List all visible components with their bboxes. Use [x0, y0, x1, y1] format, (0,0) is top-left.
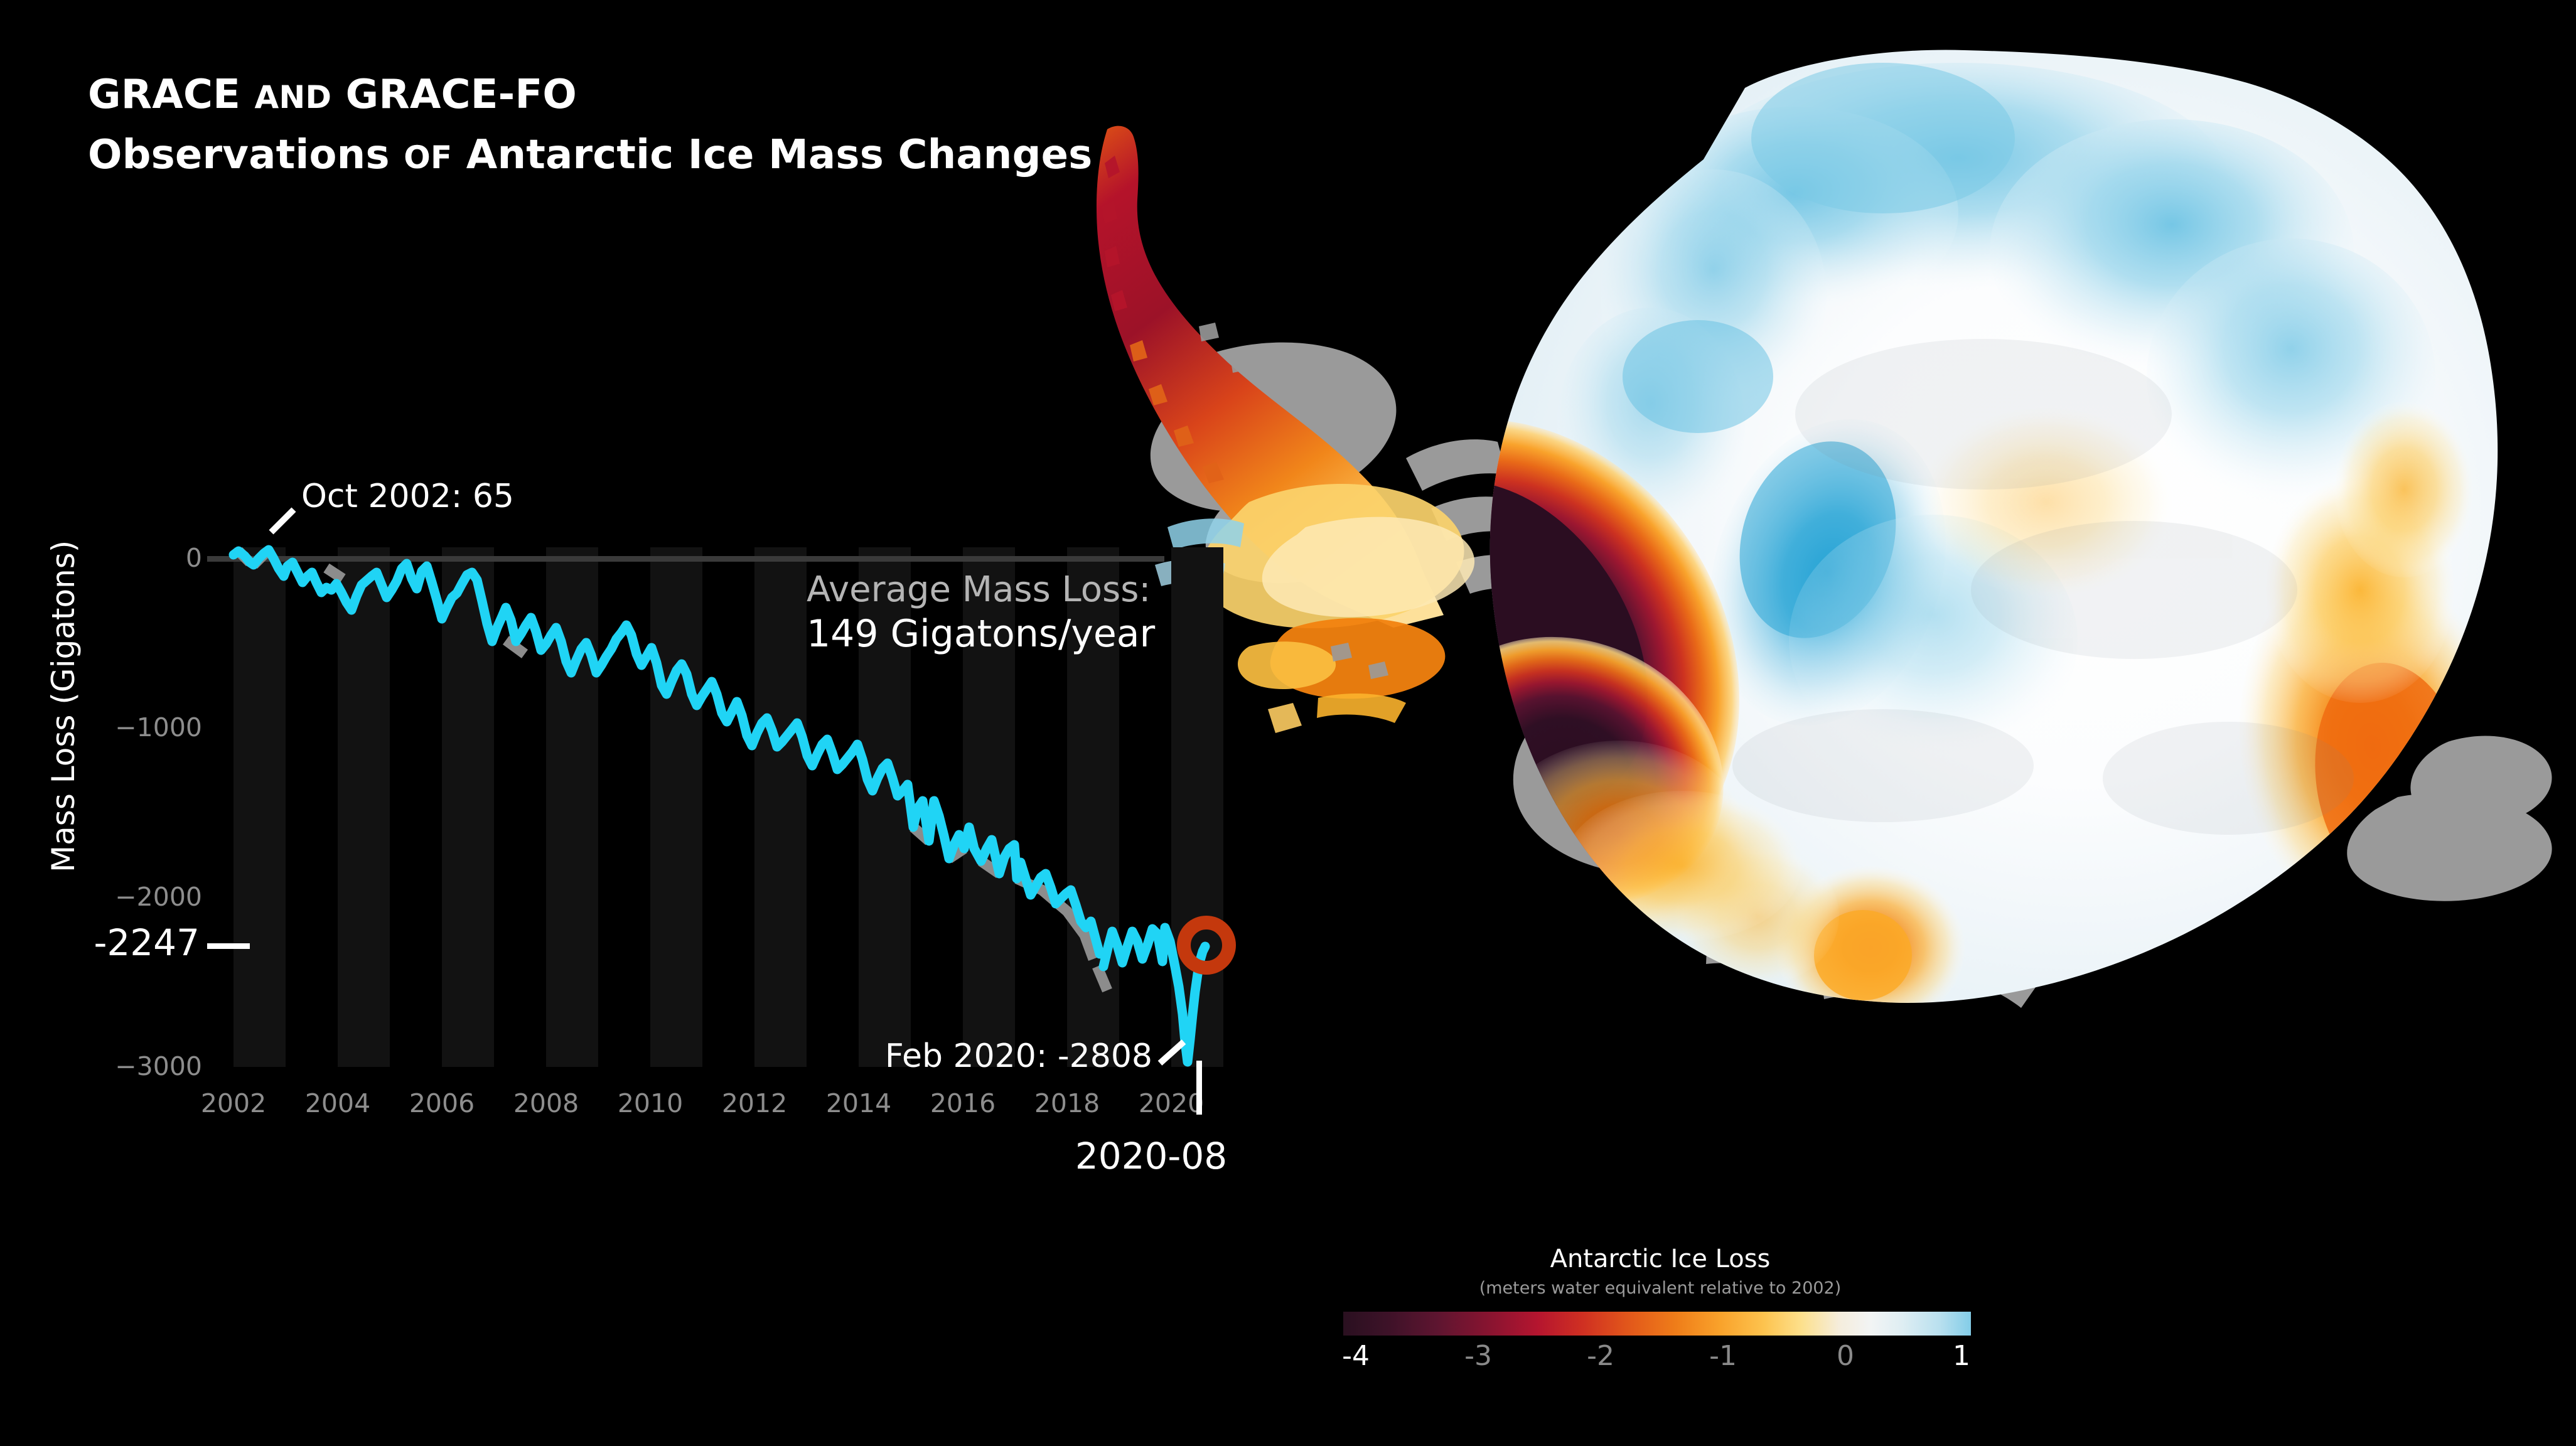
year-bands	[233, 547, 1223, 1067]
page-title-line-2: Observations OF Antarctic Ice Mass Chang…	[88, 131, 1092, 182]
xtick-2014: 2014	[826, 1088, 891, 1118]
minimum-point-annotation: Feb 2020: -2808	[885, 1037, 1186, 1075]
title-of: OF	[404, 139, 453, 176]
ice-sheet-body	[1489, 50, 2498, 1003]
xtick-2008: 2008	[513, 1088, 579, 1118]
ytick-0: 0	[186, 543, 202, 573]
legend-tick-1: 1	[1953, 1340, 1970, 1372]
current-date-tick	[1196, 1061, 1202, 1115]
title-grace: GRACE	[88, 72, 255, 118]
average-mass-loss-value: 149 Gigatons/year	[807, 612, 1156, 656]
title-and: AND	[254, 79, 332, 115]
zero-reference-line	[207, 556, 1164, 562]
average-mass-loss-callout: Average Mass Loss: 149 Gigatons/year	[807, 569, 1156, 656]
xtick-2018: 2018	[1034, 1088, 1100, 1118]
xtick-2004: 2004	[305, 1088, 370, 1118]
legend-tick-0: 0	[1837, 1340, 1854, 1372]
x-axis-tick-labels: 2002 2004 2006 2008 2010 2012 2014 2016 …	[201, 1088, 1204, 1118]
xtick-2010: 2010	[618, 1088, 683, 1118]
legend-tick--2: -2	[1587, 1340, 1614, 1372]
xtick-2002: 2002	[201, 1088, 266, 1118]
legend-tick--4: -4	[1342, 1340, 1370, 1372]
legend-tick-labels: -4 -3 -2 -1 0 1	[1342, 1338, 1971, 1377]
legend-subtitle: (meters water equivalent relative to 200…	[1479, 1278, 1842, 1298]
first-point-annotation: Oct 2002: 65	[269, 478, 514, 535]
xtick-2006: 2006	[409, 1088, 475, 1118]
current-date-label: 2020-08	[1075, 1135, 1227, 1177]
legend-color-gradient	[1343, 1312, 1971, 1336]
legend-tick--3: -3	[1464, 1340, 1492, 1372]
ice-mass-timeseries-chart: 0 −1000 −2000 −3000 -2247 Mass Loss (Gig…	[0, 0, 1293, 1192]
page-title-line-1: GRACE AND GRACE-FO	[88, 70, 1092, 122]
ytick-2000: −2000	[115, 882, 202, 912]
y-axis-tick-labels: 0 −1000 −2000 −3000	[115, 543, 202, 1081]
first-point-label: Oct 2002: 65	[301, 478, 514, 515]
ytick-3000: −3000	[115, 1051, 202, 1081]
average-mass-loss-label: Average Mass Loss:	[807, 569, 1151, 610]
current-value-label: -2247	[94, 921, 200, 964]
ytick-1000: −1000	[115, 712, 202, 742]
legend-title: Antarctic Ice Loss	[1550, 1245, 1771, 1273]
current-point-marker	[1177, 916, 1236, 975]
title-subject: Antarctic Ice Mass Changes	[452, 132, 1093, 178]
current-value-callout: -2247	[94, 921, 250, 964]
title-observations: Observations	[88, 132, 404, 178]
y-axis-title: Mass Loss (Gigatons)	[45, 540, 82, 872]
xtick-2020: 2020	[1139, 1088, 1204, 1118]
legend-tick--1: -1	[1709, 1340, 1737, 1372]
mass-loss-line	[228, 545, 1210, 1067]
antarctica-map	[1067, 25, 2576, 1218]
title-grace-fo: GRACE-FO	[331, 72, 577, 118]
minimum-point-label: Feb 2020: -2808	[885, 1037, 1152, 1075]
colorbar-legend: Antarctic Ice Loss (meters water equival…	[1342, 1243, 1977, 1377]
title-block: GRACE AND GRACE-FO Observations OF Antar…	[88, 70, 1092, 182]
xtick-2012: 2012	[722, 1088, 787, 1118]
xtick-2016: 2016	[930, 1088, 996, 1118]
